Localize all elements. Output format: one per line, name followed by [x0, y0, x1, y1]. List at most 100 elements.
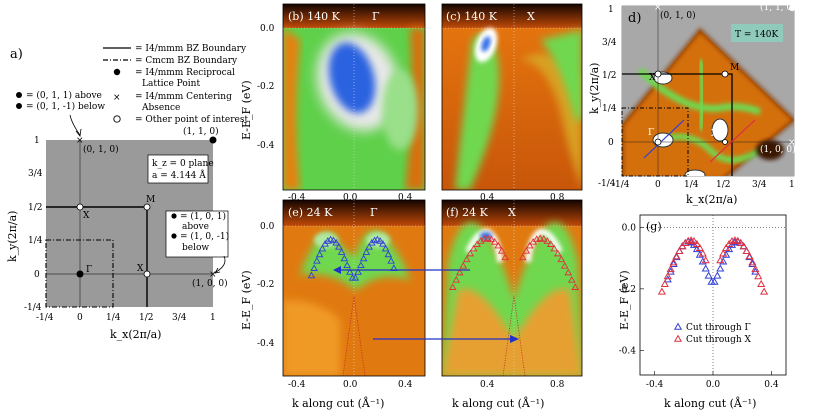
e-band-point: [315, 250, 324, 258]
above-point-icon: [16, 92, 22, 98]
g-point-x: [672, 252, 681, 260]
e-ytick-m0.2: -0.2: [257, 280, 274, 290]
a-xtick-3-4: 3/4: [172, 313, 187, 323]
e-band-point: [365, 242, 373, 250]
g-xlabel: k along cut (Å⁻¹): [664, 396, 756, 410]
d-p010-label: (0, 1, 0): [660, 10, 696, 21]
g-legend-x-marker: [673, 334, 683, 342]
e-band-point: [313, 256, 321, 264]
arpes-ylabel-bottom: E-E_F (eV): [240, 270, 253, 330]
g-ytick-label: 0.0: [622, 223, 637, 233]
g-point-gamma: [695, 250, 704, 258]
legend-other-point: = Other point of interest: [135, 115, 248, 125]
g-point-gamma: [698, 257, 707, 265]
e-xtick-m0.4: -0.4: [288, 380, 306, 390]
f-band-point: [571, 283, 580, 290]
centering-010-icon: ×: [76, 136, 84, 146]
r10m1-label: = (1, 0, -1): [180, 231, 229, 242]
point-100-label: (1, 0, 0): [192, 278, 228, 289]
g-point-x: [716, 256, 725, 264]
g-point-x: [760, 287, 769, 295]
e-band-point: [370, 236, 379, 244]
arpes-ylabel-top: E-E_F (eV): [240, 80, 253, 140]
info-kz: k_z = 0 plane: [152, 159, 214, 169]
d-xtick-1-4: 1/4: [684, 180, 699, 190]
e-xlabel: k along cut (Å⁻¹): [292, 396, 384, 410]
f-band-point: [469, 244, 478, 252]
f-xtick-0.4: 0.4: [480, 380, 495, 390]
panel-e-label: (e) 24 K: [288, 206, 333, 219]
d-p110-label: (1, 1, 0): [760, 2, 796, 13]
e-band-point: [318, 244, 327, 252]
d-x-top: [654, 70, 662, 78]
g-point-x: [719, 249, 728, 257]
a-xtick-1: 1: [210, 313, 216, 323]
panel-d-ylabel: k_y(2π/a): [588, 63, 601, 114]
e-band-point: [324, 237, 332, 244]
g-point-x: [695, 243, 704, 251]
info-lattice-a: a = 4.144 Å: [152, 169, 206, 181]
f-band-point: [522, 247, 531, 254]
cmcm-boundary-line: [45, 239, 114, 308]
b-ytick-m0.4: -0.4: [257, 141, 275, 151]
legend-cmcm-boundary: = Cmcm BZ Boundary: [135, 56, 238, 66]
g-legend-x: Cut through X: [686, 335, 752, 345]
x-point-right: [143, 270, 151, 278]
panel-d-label: d): [628, 11, 641, 26]
g-point-x: [701, 256, 710, 264]
pointer-arrow-100: [215, 255, 226, 273]
other-point-icon: [113, 115, 121, 123]
g-xtick-label: -0.4: [646, 380, 664, 390]
g-point-gamma: [722, 250, 731, 258]
f-band-point: [487, 235, 496, 242]
panel-f-markers: [448, 234, 580, 290]
g-point-gamma: [692, 245, 702, 253]
f-band-point: [536, 234, 545, 242]
e-xtick-0: 0.0: [343, 380, 358, 390]
a-xtick-m1-4: -1/4: [36, 313, 54, 323]
gamma-label: Γ: [86, 265, 92, 275]
g-point-x: [727, 237, 737, 245]
e-band-point: [387, 256, 395, 264]
g-point-gamma: [748, 259, 757, 267]
panel-a: a) = I4/mmm BZ Boundary = Cmcm BZ Bounda…: [6, 44, 248, 341]
panel-a-xticks: -1/4 0 1/4 1/2 3/4 1: [36, 313, 216, 323]
f-band-point: [539, 235, 548, 242]
legend-centering: = I4/mmm Centering: [135, 92, 232, 102]
f-band-point: [466, 249, 475, 257]
f-band-point: [448, 283, 457, 290]
g-point-gamma: [704, 271, 713, 279]
f-band-point: [497, 247, 506, 254]
d-ytick-3-4: 3/4: [602, 38, 617, 48]
d-xtick-1: 1: [789, 180, 795, 190]
g-point-x: [692, 239, 702, 247]
g-point-gamma: [669, 259, 678, 267]
g-point-x: [663, 272, 672, 280]
g-legend-gamma: Cut through Γ: [686, 323, 751, 333]
g-point-gamma: [713, 271, 722, 279]
g-point-gamma: [710, 277, 719, 285]
legend-absence: Absence: [141, 103, 180, 113]
e-band-point: [376, 237, 384, 244]
e-band-point: [346, 268, 354, 275]
a-ytick-1-4: 1/4: [28, 236, 43, 246]
g-point-x: [675, 246, 684, 255]
d-ytick-0: 0: [608, 138, 614, 148]
f-band-point: [550, 244, 559, 252]
d-xtick-3-4: 3/4: [752, 180, 767, 190]
g-point-x: [678, 242, 687, 250]
r101-icon: [171, 213, 177, 219]
e-band-point: [357, 261, 365, 269]
g-point-gamma: [730, 238, 739, 246]
d-ytick-1-4: 1/4: [602, 104, 617, 114]
f-xtick-0.8: 0.8: [550, 380, 565, 390]
d-centering-100: ×: [788, 138, 796, 148]
d-x-right: [722, 139, 728, 145]
g-legend-gamma-marker: [673, 322, 683, 330]
g-ytick-label: -0.4: [619, 346, 637, 356]
g-point-x: [748, 258, 757, 266]
e-band-point: [329, 236, 338, 244]
g-xtick-label: 0.0: [706, 380, 721, 390]
g-point-gamma: [724, 245, 734, 253]
